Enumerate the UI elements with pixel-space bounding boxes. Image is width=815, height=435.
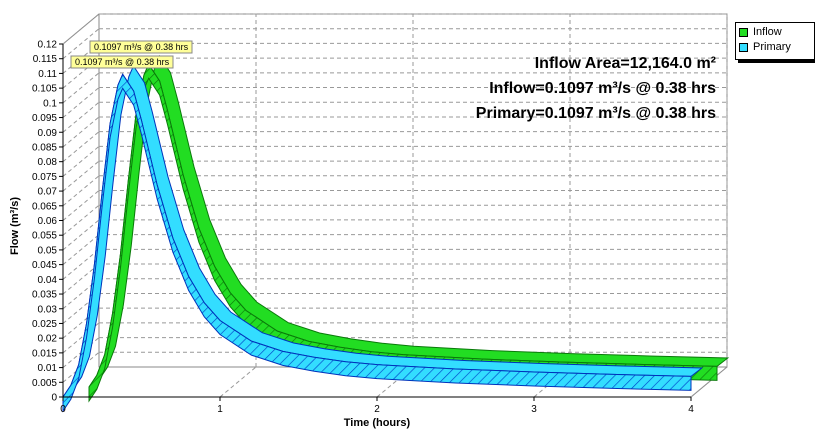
y-tick-label: 0.06: [38, 216, 58, 227]
y-tick-label: 0.01: [38, 363, 58, 374]
wall-gridline: [62, 234, 100, 266]
wall-gridline: [62, 322, 100, 354]
y-tick-label: 0.05: [38, 245, 58, 256]
wall-gridline: [62, 190, 100, 221]
annotation-inflow-area: Inflow Area=12,164.0 m²: [535, 55, 716, 72]
y-tick-label: 0.12: [38, 40, 58, 51]
axes: 0 0.005 0.01 0.015 0.02 0.025 0.03 0.035 0.04 0.0…: [32, 40, 694, 416]
y-tick-label: 0.065: [32, 201, 57, 212]
y-tick-label: 0.035: [32, 290, 57, 301]
wall-gridline: [62, 204, 100, 236]
peak-label-text: 0.1097 m³/s @ 0.38 hrs: [94, 42, 189, 52]
wall-gridline: [62, 101, 100, 133]
legend-swatch-inflow: [739, 27, 748, 37]
wall-gridline: [62, 145, 100, 177]
peak-label-box: [89, 40, 193, 54]
y-tick-label: 0.075: [32, 172, 57, 183]
ribbon-face-primary: [62, 73, 692, 413]
y-tick-label: 0.095: [32, 113, 57, 124]
series-primary: [62, 64, 704, 413]
wall-gridline: [62, 131, 100, 163]
wall-gridline: [62, 28, 100, 60]
chart-legend: Inflow Primary: [735, 22, 815, 60]
series-group: 0.1097 m³/s @ 0.38 hrs 0.1097 m³/s @ 0.38…: [62, 40, 730, 413]
wall-gridline: [62, 87, 100, 118]
x-tick-label: 4: [688, 404, 694, 415]
x-axis-title: Time (hours): [344, 417, 411, 429]
legend-label-inflow: Inflow: [753, 26, 782, 38]
legend-swatch-primary: [739, 42, 748, 52]
wall-gridline: [62, 293, 100, 324]
y-tick-label: 0.085: [32, 142, 57, 153]
y-tick-label: 0.055: [32, 231, 57, 242]
y-tick-label: 0.005: [32, 378, 57, 389]
annotation-primary-peak: Primary=0.1097 m³/s @ 0.38 hrs: [476, 105, 716, 122]
wall-gridline: [62, 57, 100, 89]
y-tick-label: 0.02: [38, 334, 58, 345]
annotation-inflow-peak: Inflow=0.1097 m³/s @ 0.38 hrs: [489, 80, 716, 97]
x-tick-label: 2: [374, 404, 380, 415]
y-tick-label: 0.015: [32, 348, 57, 359]
wall-gridline: [62, 116, 100, 148]
wall-gridline: [62, 175, 100, 207]
y-tick-label: 0.04: [38, 275, 58, 286]
y-tick-label: 0.115: [33, 54, 58, 65]
peak-label-box: [70, 55, 174, 69]
y-tick-label: 0.11: [38, 69, 57, 80]
legend-item-inflow: Inflow: [739, 26, 814, 38]
floor-gridline: [690, 366, 728, 398]
x-tick-label: 3: [531, 404, 537, 415]
y-tick-label: 0.09: [38, 128, 58, 139]
floor-gridline: [219, 366, 257, 398]
wall-gridline: [62, 13, 100, 45]
x-tick-label: 1: [217, 404, 223, 415]
wall-gridline: [62, 160, 100, 192]
peak-label-inflow: 0.1097 m³/s @ 0.38 hrs: [89, 40, 193, 54]
legend-item-primary: Primary: [739, 41, 814, 53]
x-tick-label: 0: [60, 404, 66, 415]
wall-gridline: [62, 263, 100, 295]
y-tick-label: 0.08: [38, 157, 58, 168]
y-tick-label: 0: [51, 393, 57, 404]
wall-gridline: [62, 219, 100, 251]
y-tick-label: 0.025: [32, 319, 57, 330]
wall-gridline: [62, 72, 100, 104]
y-axis-title: Flow (m³/s): [9, 197, 21, 255]
peak-label-primary: 0.1097 m³/s @ 0.38 hrs: [70, 55, 174, 69]
y-tick-label: 0.07: [38, 187, 58, 198]
grid-lines: [62, 13, 728, 398]
y-tick-label: 0.1: [43, 98, 57, 109]
legend-label-primary: Primary: [753, 41, 791, 53]
wall-gridline: [62, 307, 100, 339]
wall-gridline: [62, 248, 100, 280]
wall-gridline: [62, 278, 100, 310]
y-tick-label: 0.045: [32, 260, 57, 271]
y-tick-label: 0.03: [38, 304, 58, 315]
peak-label-text: 0.1097 m³/s @ 0.38 hrs: [75, 57, 170, 67]
y-tick-label: 0.105: [32, 84, 57, 95]
floor-gridline: [376, 366, 414, 398]
